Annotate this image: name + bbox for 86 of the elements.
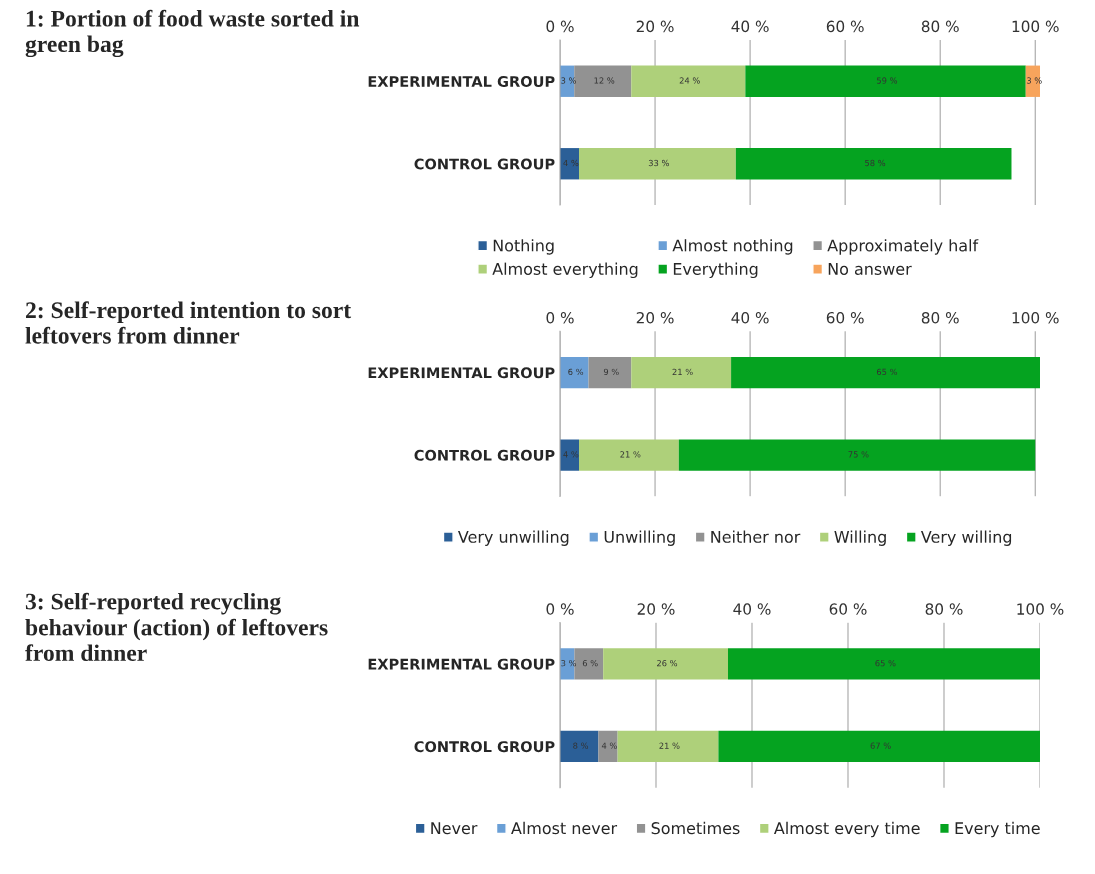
x-tick-label: 40 % [731, 20, 769, 33]
legend-label: Almost every time [773, 821, 920, 838]
data-label: 4 % [601, 742, 617, 749]
data-label: 21 % [620, 451, 641, 458]
bar [617, 730, 719, 763]
legend-label: Willing [834, 530, 886, 546]
y-tick-label: CONTROL GROUP [414, 741, 555, 753]
legend-label: Neither nor [711, 530, 801, 543]
x-tick-label: 80 % [921, 311, 959, 324]
bar [603, 648, 728, 680]
bar [731, 356, 1040, 389]
data-label: 65 % [876, 368, 898, 375]
data-label: 65 % [875, 660, 896, 667]
legend-label: Almost everything [492, 262, 638, 279]
legend-label: Almost nothing [672, 239, 793, 255]
data-label: 4 % [563, 451, 579, 458]
legend-label: Everything [673, 262, 758, 279]
bar [560, 356, 589, 389]
bar [574, 65, 632, 97]
text: 1: Portion of food waste sorted in green bag [25, 9, 360, 58]
data-label: 67 % [870, 742, 891, 749]
bar [718, 730, 1040, 763]
data-label: 9 % [603, 368, 619, 375]
data-label: 75 % [848, 451, 869, 458]
y-tick-label: CONTROL GROUP [414, 449, 555, 461]
data-label: 3 % [561, 77, 576, 84]
bar [588, 356, 632, 389]
bar [631, 356, 732, 389]
legend-label: Almost never [511, 821, 618, 835]
x-tick-label: 0 % [546, 603, 574, 615]
bar [560, 439, 580, 471]
x-tick-label: 0 % [546, 20, 574, 33]
data-label: 4 % [563, 159, 579, 167]
x-tick-label: 80 % [925, 603, 963, 615]
bar [560, 148, 580, 180]
x-tick-label: 60 % [829, 603, 867, 615]
x-tick-label: 100 % [1012, 311, 1059, 324]
data-label: 8 % [573, 742, 589, 749]
x-tick-label: 100 % [1017, 603, 1064, 615]
data-label: 12 % [594, 77, 615, 84]
x-tick-label: 100 % [1012, 20, 1059, 33]
legend-label: Every time [955, 821, 1040, 838]
bar [598, 730, 618, 763]
y-tick-label: EXPERIMENTAL GROUP [368, 367, 555, 379]
data-label: 24 % [679, 77, 700, 84]
data-label: 58 % [865, 159, 886, 167]
data-label: 59 % [876, 77, 898, 84]
y-tick-label: CONTROL GROUP [414, 158, 555, 170]
bar [574, 648, 604, 680]
x-tick-label: 60 % [826, 20, 864, 33]
x-tick-label: 20 % [637, 603, 675, 615]
bar [560, 730, 599, 763]
y-tick-label: EXPERIMENTAL GROUP [368, 658, 555, 670]
data-label: 6 % [582, 660, 598, 667]
text: 2: Self-reported intention to sort leftovers from dinner [25, 301, 352, 344]
x-tick-label: 80 % [921, 20, 959, 33]
bar [735, 148, 1012, 180]
data-label: 21 % [659, 742, 680, 749]
x-tick-label: 20 % [636, 20, 674, 33]
bar [579, 148, 736, 180]
x-tick-label: 40 % [731, 311, 769, 324]
data-label: 33 % [648, 159, 669, 167]
legend-label: Very unwilling [457, 530, 569, 546]
legend-label: Very willing [920, 530, 1012, 546]
legend-label: Sometimes [651, 821, 740, 835]
legend-label: No answer [828, 263, 912, 275]
legend-label: Approximately half [827, 239, 979, 255]
bar [579, 439, 679, 471]
bar [1025, 65, 1040, 97]
bar [678, 439, 1036, 471]
data-label: 3 % [561, 660, 577, 667]
legend-label: Nothing [493, 239, 554, 255]
x-tick-label: 60 % [826, 311, 864, 324]
legend-label: Never [431, 822, 478, 835]
x-tick-label: 0 % [546, 311, 574, 324]
bar [745, 65, 1026, 97]
y-tick-label: EXPERIMENTAL GROUP [368, 75, 555, 87]
x-tick-label: 40 % [733, 603, 771, 615]
text: 3: Self-reported recycling behaviour (action) of leftovers from dinner [25, 592, 328, 662]
data-label: 6 % [568, 368, 584, 375]
legend-label: Unwilling [604, 530, 675, 546]
x-tick-label: 20 % [636, 311, 674, 324]
bar [631, 65, 746, 97]
bar [728, 648, 1040, 680]
data-label: 26 % [657, 660, 678, 667]
data-label: 21 % [672, 368, 693, 375]
